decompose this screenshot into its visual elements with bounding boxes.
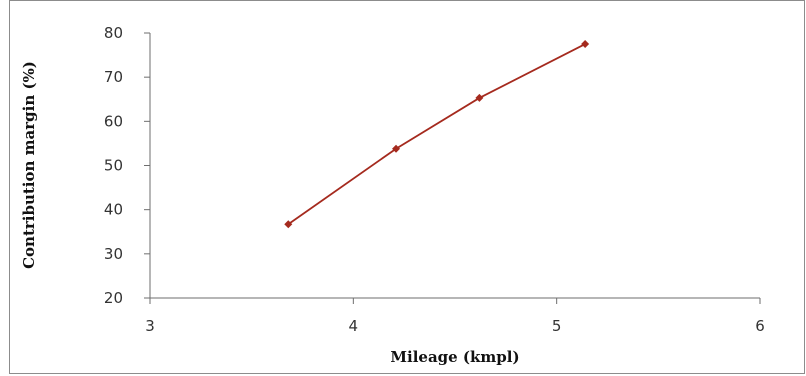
data-point: [284, 220, 293, 229]
data-point: [581, 40, 590, 49]
y-tick-label: 70: [104, 68, 123, 86]
series-line: [287, 43, 586, 225]
data-point: [475, 93, 484, 102]
data-point: [392, 144, 401, 153]
y-tick-label: 30: [104, 245, 123, 263]
chart-frame: [9, 0, 805, 374]
x-ticks: 3 4 5 6: [145, 298, 765, 335]
series-group: [284, 40, 590, 229]
y-ticks: 20 30 40 50 60 70 80: [104, 24, 150, 307]
x-axis-title: Mileage (kmpl): [390, 348, 519, 366]
x-tick-label: 5: [552, 317, 562, 335]
axes: [149, 33, 760, 299]
y-tick-label: 50: [104, 157, 123, 175]
x-tick-label: 4: [349, 317, 359, 335]
y-tick-label: 20: [104, 289, 123, 307]
y-tick-label: 40: [104, 201, 123, 219]
y-tick-label: 80: [104, 24, 123, 42]
y-tick-label: 60: [104, 112, 123, 130]
x-tick-label: 3: [145, 317, 155, 335]
y-axis-title: Contribution margin (%): [20, 61, 38, 269]
x-tick-label: 6: [755, 317, 765, 335]
